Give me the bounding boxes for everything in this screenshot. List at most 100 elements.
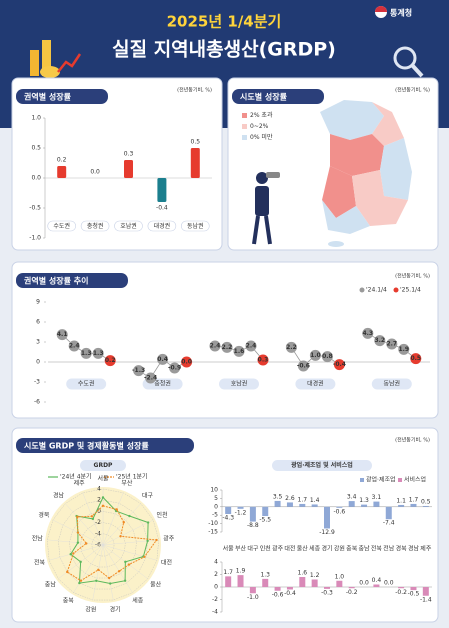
y-tick-label: -4	[212, 609, 218, 616]
radar-point	[123, 579, 127, 582]
map	[252, 100, 412, 247]
y-tick-label: -1.0	[29, 235, 41, 242]
value-label: 1.3	[93, 350, 104, 357]
radar-point	[85, 542, 88, 545]
value-label: 1.6	[234, 348, 245, 355]
value-label: -2.4	[144, 375, 157, 382]
radar-point	[78, 581, 81, 585]
radar-point	[76, 541, 80, 544]
r-tick-label: -6	[95, 542, 101, 549]
legend-swatch	[359, 287, 365, 293]
x-tick-label: 수도권	[78, 380, 95, 388]
y-tick-label: 9	[36, 299, 40, 306]
bar	[311, 504, 318, 507]
point	[145, 372, 157, 384]
radar-point	[122, 521, 125, 524]
bar	[324, 587, 330, 589]
bar	[410, 503, 417, 507]
y-tick-label: -5	[212, 512, 218, 519]
bar	[190, 148, 200, 178]
radar-point	[115, 508, 118, 511]
radar-point	[109, 582, 112, 585]
value-label: 1.6	[298, 570, 308, 577]
x-tick-label: 광주	[272, 546, 284, 553]
point	[374, 335, 386, 347]
x-tick-label: 동남권	[384, 380, 401, 388]
y-tick-label: -6	[34, 399, 40, 406]
radar-point	[79, 560, 82, 564]
point	[104, 355, 116, 367]
value-label: -5.5	[259, 517, 271, 524]
radar-point	[69, 552, 72, 556]
y-tick-label: -2	[212, 596, 218, 603]
bar	[262, 578, 269, 587]
category-label: 경남	[53, 492, 65, 500]
value-label: -0.6	[297, 363, 310, 370]
bar	[262, 506, 269, 517]
bar	[124, 160, 133, 178]
value-label: 2.2	[222, 344, 233, 351]
category-label: 전남	[32, 534, 44, 542]
point	[386, 338, 398, 350]
radar-point	[90, 515, 94, 518]
point	[68, 340, 80, 352]
section-title: 시도별 GRDP 및 경제활동별 성장률	[24, 441, 149, 451]
legend-label: '24.1/4	[366, 287, 387, 294]
section-pill	[16, 273, 128, 288]
bar	[336, 506, 343, 508]
value-label: 0.3	[124, 151, 134, 158]
radar-point	[118, 569, 121, 573]
bar	[324, 506, 330, 529]
section-title: 권역별 성장률	[24, 92, 72, 102]
value-label: 0.5	[421, 498, 431, 505]
radar-ring	[80, 522, 126, 568]
unit: (전년동기비, %)	[177, 87, 212, 94]
header-title: 2025년 1/4분기	[167, 13, 282, 31]
section-pill	[232, 89, 324, 104]
radar-point	[76, 531, 80, 534]
value-label: 0.0	[359, 580, 369, 587]
x-tick-label: 제주	[420, 545, 432, 553]
point	[56, 329, 68, 341]
value-label: -0.9	[168, 365, 181, 372]
point	[297, 360, 309, 372]
unit: (전년동기비, %)	[395, 273, 430, 280]
y-tick-label: 4	[214, 559, 218, 566]
x-tick-label: 울산	[297, 545, 309, 553]
category-label: 경기	[110, 605, 121, 613]
value-label: 0.0	[181, 359, 192, 366]
bar	[422, 505, 429, 507]
value-label: 0.4	[372, 577, 382, 584]
value-label: -8.8	[247, 522, 259, 529]
radar-spoke	[102, 544, 133, 593]
unit: (전년동기비, %)	[395, 87, 430, 94]
value-label: 0.5	[410, 355, 421, 362]
value-label: 1.7	[223, 569, 233, 576]
section-title: 권역별 성장률 추이	[24, 276, 88, 286]
value-label: -0.4	[333, 361, 346, 368]
r-tick-label: 4	[97, 486, 101, 493]
radar-spoke	[73, 544, 104, 593]
x-tick-label: 대구	[247, 545, 259, 553]
r-tick-label: -2	[95, 519, 101, 526]
bar	[225, 506, 232, 515]
radar-point	[146, 539, 149, 543]
radar-ring	[58, 499, 148, 590]
r-tick-label: 0	[97, 508, 101, 515]
value-label: -0.4	[284, 590, 296, 597]
legend-swatch	[393, 287, 399, 293]
bar	[422, 587, 429, 596]
radar-point	[146, 521, 150, 524]
value-label: 1.4	[310, 497, 320, 504]
value-label: 0.5	[191, 139, 201, 146]
x-tick-label: 충남	[359, 545, 371, 553]
header-subtitle: 실질 지역내총생산(GRDP)	[112, 39, 336, 61]
legend-label: 서비스업	[404, 476, 426, 484]
radar-point	[95, 579, 98, 582]
y-tick-label: 0	[214, 503, 218, 510]
category-label: 강원	[85, 605, 96, 613]
point	[309, 349, 321, 361]
value-label: 1.1	[396, 497, 406, 504]
bar	[237, 575, 244, 587]
